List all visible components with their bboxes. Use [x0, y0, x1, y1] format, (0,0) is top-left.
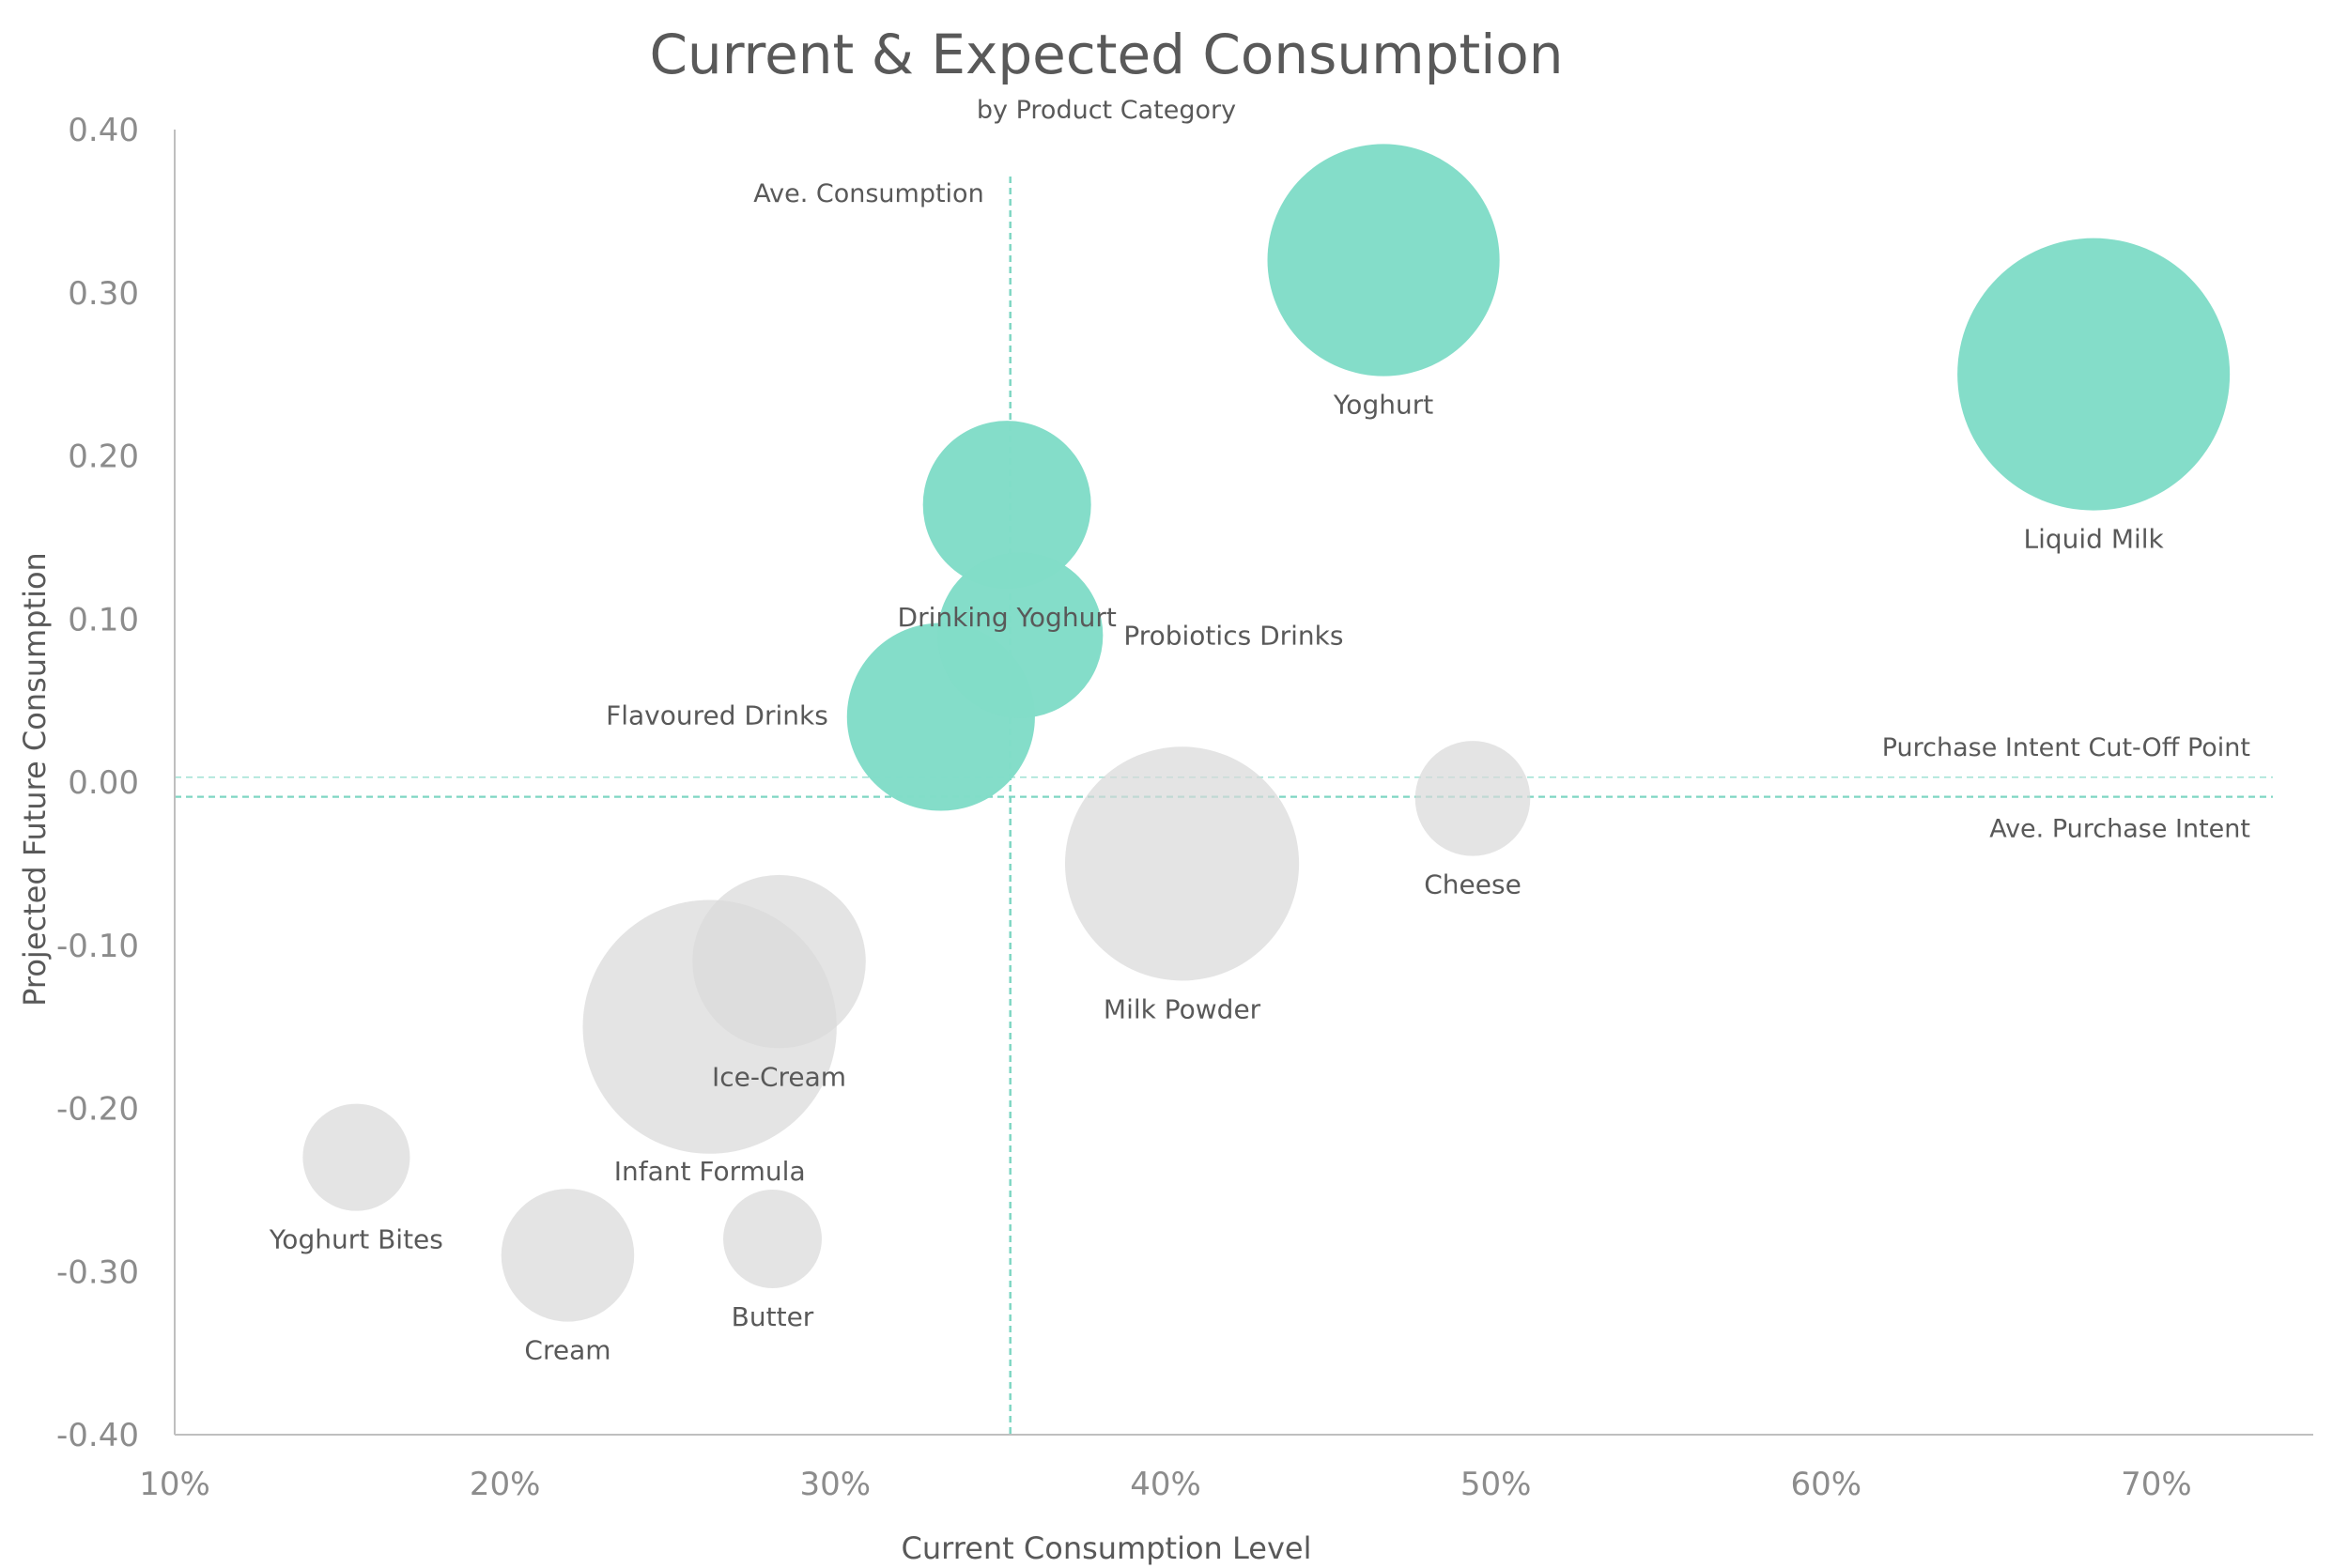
bubble-liquid-milk	[1957, 238, 2231, 511]
bubble-labels: Ave. Consumption Purchase Intent Cut-Off …	[269, 179, 2250, 1366]
bubble-cheese	[1414, 741, 1531, 856]
x-tick-label: 10%	[139, 1466, 210, 1503]
axes: 0.40 0.30 0.20 0.10 0.00 -0.10 -0.20 -0.30 -0.40…	[56, 112, 2313, 1503]
bubble-milk-powder	[1064, 746, 1300, 981]
y-axis-title: Projected Future Consumption	[17, 552, 53, 1007]
bubble-label-milk-powder: Milk Powder	[1104, 993, 1261, 1024]
x-tick-label: 20%	[470, 1466, 541, 1503]
x-axis-title: Current Consumption Level	[902, 1530, 1312, 1566]
x-tick-label: 40%	[1130, 1466, 1201, 1503]
bubble-ice-cream	[692, 874, 866, 1049]
bubble-probiotics-drinks	[937, 552, 1104, 718]
x-tick-label: 30%	[800, 1466, 872, 1503]
bubble-drinking-yoghurt	[922, 421, 1091, 590]
chart-title: Current & Expected Consumption	[649, 23, 1563, 86]
bubble-label-drinking-yoghurt: Drinking Yoghurt	[898, 602, 1117, 633]
y-tick-label: -0.40	[56, 1417, 139, 1454]
y-tick-label: 0.00	[68, 764, 139, 802]
bubbles	[302, 144, 2231, 1322]
y-tick-label: 0.30	[68, 275, 139, 313]
ave-purchase-intent-label: Ave. Purchase Intent	[1989, 815, 2250, 844]
bubble-label-probiotics-drinks: Probiotics Drinks	[1123, 621, 1343, 652]
bubble-butter	[723, 1190, 822, 1288]
bubble-label-flavoured-drinks: Flavoured Drinks	[606, 700, 828, 731]
y-tick-label: -0.20	[56, 1091, 139, 1129]
bubble-yoghurt	[1267, 144, 1500, 377]
bubble-label-yoghurt-bites: Yoghurt Bites	[269, 1224, 443, 1255]
bubble-label-butter: Butter	[732, 1301, 814, 1332]
x-tick-label: 50%	[1460, 1466, 1532, 1503]
y-tick-label: 0.10	[68, 601, 139, 638]
bubble-cream	[501, 1189, 635, 1322]
bubble-label-infant-formula: Infant Formula	[614, 1156, 806, 1187]
chart-subtitle: by Product Category	[977, 96, 1236, 125]
bubble-label-cheese: Cheese	[1424, 869, 1522, 900]
y-tick-label: 0.20	[68, 438, 139, 476]
bubble-label-ice-cream: Ice-Cream	[712, 1061, 846, 1092]
x-tick-label: 60%	[1791, 1466, 1862, 1503]
bubble-label-cream: Cream	[524, 1335, 610, 1366]
y-tick-label: -0.10	[56, 928, 139, 965]
ave-consumption-label: Ave. Consumption	[753, 179, 983, 208]
y-tick-label: -0.30	[56, 1253, 139, 1291]
purchase-intent-cutoff-label: Purchase Intent Cut-Off Point	[1882, 733, 2250, 762]
y-tick-label: 0.40	[68, 112, 139, 149]
x-tick-label: 70%	[2121, 1466, 2192, 1503]
bubble-label-liquid-milk: Liquid Milk	[2023, 524, 2164, 555]
bubble-label-yoghurt: Yoghurt	[1333, 390, 1433, 421]
bubble-yoghurt-bites	[302, 1103, 410, 1211]
